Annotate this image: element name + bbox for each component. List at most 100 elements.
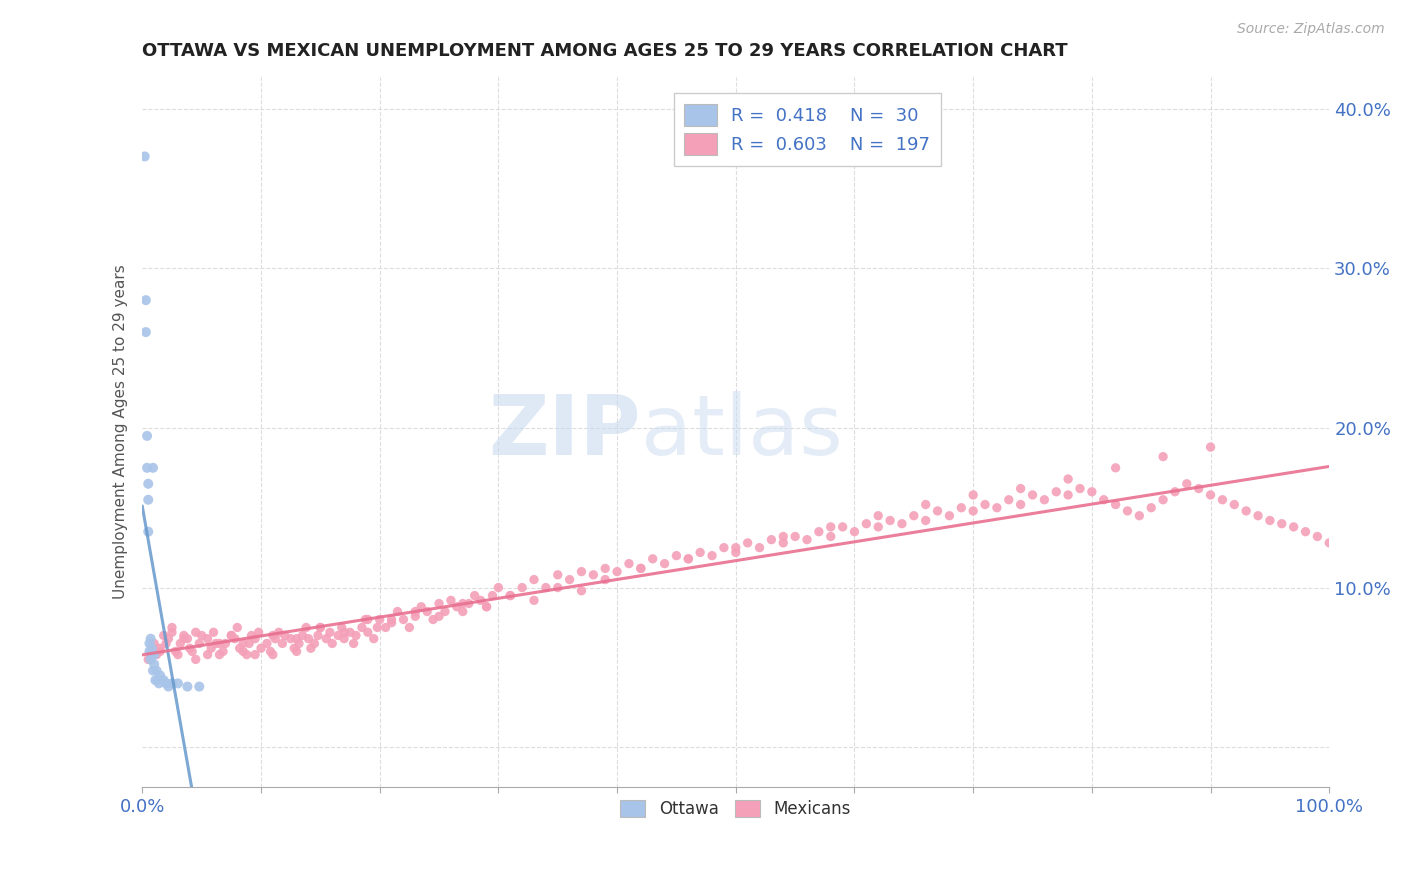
- Point: [891, 516, 914, 531]
- Point: [392, 613, 415, 627]
- Point: [139, 652, 162, 666]
- Point: [243, 648, 266, 662]
- Point: [321, 636, 343, 650]
- Text: Source: ZipAtlas.com: Source: ZipAtlas.com: [1237, 22, 1385, 37]
- Point: [374, 620, 396, 634]
- Point: [240, 628, 263, 642]
- Point: [354, 613, 377, 627]
- Point: [197, 648, 219, 662]
- Point: [1092, 492, 1115, 507]
- Point: [404, 609, 426, 624]
- Point: [1271, 516, 1294, 531]
- Point: [167, 648, 190, 662]
- Point: [283, 641, 305, 656]
- Point: [772, 529, 794, 543]
- Point: [188, 680, 211, 694]
- Point: [689, 545, 711, 559]
- Point: [155, 636, 177, 650]
- Point: [582, 567, 605, 582]
- Point: [190, 628, 212, 642]
- Point: [475, 599, 498, 614]
- Point: [1045, 484, 1067, 499]
- Point: [475, 599, 498, 614]
- Point: [143, 648, 166, 662]
- Point: [363, 632, 385, 646]
- Point: [772, 536, 794, 550]
- Point: [149, 668, 172, 682]
- Point: [785, 529, 807, 543]
- Point: [974, 498, 997, 512]
- Point: [1164, 484, 1187, 499]
- Point: [380, 613, 402, 627]
- Point: [288, 636, 311, 650]
- Point: [820, 529, 842, 543]
- Point: [416, 605, 439, 619]
- Point: [1295, 524, 1317, 539]
- Point: [259, 644, 281, 658]
- Point: [138, 644, 160, 658]
- Point: [422, 613, 444, 627]
- Point: [593, 561, 616, 575]
- Point: [1140, 500, 1163, 515]
- Point: [141, 644, 163, 658]
- Point: [534, 581, 557, 595]
- Point: [654, 557, 676, 571]
- Point: [938, 508, 960, 523]
- Point: [748, 541, 770, 555]
- Point: [307, 628, 329, 642]
- Point: [1223, 498, 1246, 512]
- Point: [451, 597, 474, 611]
- Point: [134, 149, 156, 163]
- Point: [243, 632, 266, 646]
- Point: [262, 648, 284, 662]
- Point: [285, 644, 308, 658]
- Point: [547, 581, 569, 595]
- Point: [927, 504, 949, 518]
- Point: [184, 652, 207, 666]
- Point: [160, 620, 183, 634]
- Point: [820, 520, 842, 534]
- Point: [796, 533, 818, 547]
- Point: [136, 492, 159, 507]
- Point: [145, 673, 167, 688]
- Point: [152, 628, 174, 642]
- Point: [1188, 482, 1211, 496]
- Point: [427, 609, 450, 624]
- Point: [247, 625, 270, 640]
- Point: [173, 628, 195, 642]
- Point: [160, 676, 183, 690]
- Point: [404, 605, 426, 619]
- Point: [224, 632, 246, 646]
- Point: [157, 632, 180, 646]
- Point: [1175, 476, 1198, 491]
- Point: [1152, 450, 1174, 464]
- Point: [1128, 508, 1150, 523]
- Point: [344, 628, 367, 642]
- Point: [868, 508, 890, 523]
- Point: [1010, 482, 1032, 496]
- Point: [665, 549, 688, 563]
- Point: [136, 524, 159, 539]
- Point: [1258, 514, 1281, 528]
- Point: [350, 620, 373, 634]
- Point: [724, 541, 747, 555]
- Point: [737, 536, 759, 550]
- Point: [184, 625, 207, 640]
- Point: [357, 625, 380, 640]
- Point: [299, 641, 322, 656]
- Point: [146, 673, 169, 688]
- Point: [470, 593, 492, 607]
- Point: [606, 565, 628, 579]
- Point: [366, 620, 388, 634]
- Point: [499, 589, 522, 603]
- Point: [571, 565, 593, 579]
- Point: [136, 476, 159, 491]
- Point: [295, 620, 318, 634]
- Point: [200, 641, 222, 656]
- Point: [232, 644, 254, 658]
- Point: [387, 605, 409, 619]
- Point: [398, 620, 420, 634]
- Point: [1057, 472, 1080, 486]
- Point: [724, 545, 747, 559]
- Point: [1081, 484, 1104, 499]
